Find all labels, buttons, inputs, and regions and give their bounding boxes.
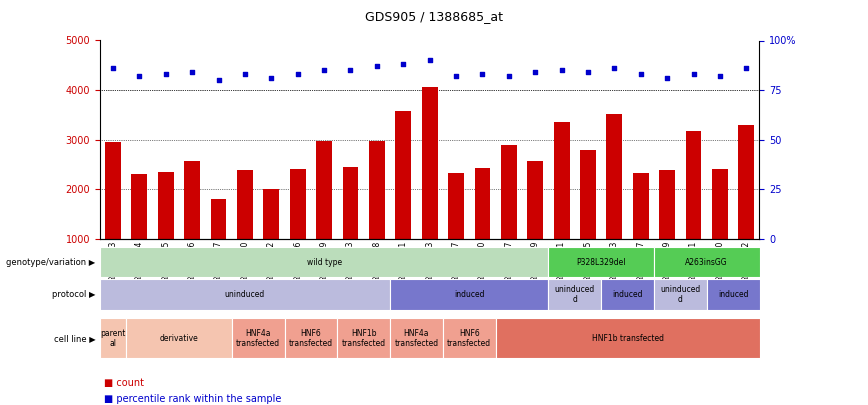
Bar: [549, 279, 602, 310]
Bar: [184, 161, 201, 239]
Text: induced: induced: [612, 290, 643, 299]
Bar: [237, 171, 253, 239]
Bar: [100, 247, 549, 277]
Text: wild type: wild type: [306, 258, 342, 267]
Bar: [443, 318, 496, 358]
Point: [555, 67, 569, 74]
Text: induced: induced: [718, 290, 748, 299]
Point: [661, 75, 674, 81]
Point: [159, 71, 173, 77]
Bar: [659, 170, 675, 239]
Bar: [554, 122, 569, 239]
Text: P328L329del: P328L329del: [576, 258, 626, 267]
Bar: [343, 167, 358, 239]
Point: [370, 63, 384, 70]
Point: [185, 69, 199, 75]
Point: [581, 69, 595, 75]
Point: [344, 67, 358, 74]
Point: [740, 65, 753, 72]
Point: [212, 77, 226, 83]
Point: [317, 67, 331, 74]
Bar: [580, 150, 596, 239]
Point: [238, 71, 252, 77]
Text: HNF6
transfected: HNF6 transfected: [289, 329, 333, 347]
Text: uninduced
d: uninduced d: [555, 285, 595, 304]
Text: A263insGG: A263insGG: [686, 258, 728, 267]
Point: [423, 57, 437, 64]
Text: uninduced
d: uninduced d: [661, 285, 700, 304]
Bar: [549, 247, 654, 277]
Bar: [285, 318, 338, 358]
Text: ■ count: ■ count: [104, 378, 144, 388]
Bar: [131, 175, 148, 239]
Bar: [316, 141, 332, 239]
Bar: [707, 279, 760, 310]
Point: [397, 61, 411, 68]
Point: [713, 73, 727, 79]
Bar: [654, 247, 760, 277]
Text: cell line ▶: cell line ▶: [54, 334, 95, 343]
Point: [449, 73, 463, 79]
Bar: [105, 142, 121, 239]
Text: protocol ▶: protocol ▶: [52, 290, 95, 299]
Point: [608, 65, 621, 72]
Bar: [369, 141, 385, 239]
Text: parent
al: parent al: [101, 329, 126, 347]
Bar: [390, 318, 443, 358]
Bar: [602, 279, 654, 310]
Bar: [395, 111, 411, 239]
Bar: [232, 318, 285, 358]
Text: genotype/variation ▶: genotype/variation ▶: [6, 258, 95, 267]
Point: [133, 73, 147, 79]
Text: derivative: derivative: [160, 334, 199, 343]
Bar: [126, 318, 232, 358]
Bar: [448, 173, 464, 239]
Text: uninduced: uninduced: [225, 290, 265, 299]
Bar: [158, 172, 174, 239]
Bar: [686, 131, 701, 239]
Point: [687, 71, 700, 77]
Text: HNF4a
transfected: HNF4a transfected: [394, 329, 438, 347]
Point: [476, 71, 490, 77]
Text: HNF1b
transfected: HNF1b transfected: [342, 329, 385, 347]
Text: induced: induced: [454, 290, 484, 299]
Bar: [290, 169, 306, 239]
Bar: [501, 145, 516, 239]
Bar: [211, 199, 227, 239]
Point: [634, 71, 648, 77]
Bar: [263, 190, 279, 239]
Bar: [475, 168, 490, 239]
Point: [529, 69, 542, 75]
Bar: [100, 279, 390, 310]
Bar: [633, 173, 648, 239]
Bar: [712, 168, 728, 239]
Text: HNF6
transfected: HNF6 transfected: [447, 329, 491, 347]
Text: ■ percentile rank within the sample: ■ percentile rank within the sample: [104, 394, 281, 404]
Text: HNF4a
transfected: HNF4a transfected: [236, 329, 280, 347]
Bar: [422, 87, 437, 239]
Point: [291, 71, 305, 77]
Bar: [496, 318, 760, 358]
Point: [106, 65, 120, 72]
Text: HNF1b transfected: HNF1b transfected: [592, 334, 663, 343]
Bar: [654, 279, 707, 310]
Point: [265, 75, 279, 81]
Bar: [607, 115, 622, 239]
Bar: [338, 318, 390, 358]
Bar: [739, 125, 754, 239]
Bar: [527, 160, 543, 239]
Bar: [390, 279, 549, 310]
Bar: [100, 318, 126, 358]
Text: GDS905 / 1388685_at: GDS905 / 1388685_at: [365, 10, 503, 23]
Point: [502, 73, 516, 79]
